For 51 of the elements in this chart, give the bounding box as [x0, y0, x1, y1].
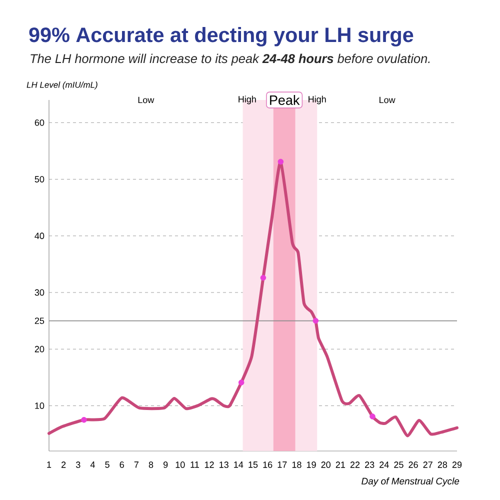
x-tick-label: 16 [263, 462, 272, 468]
x-tick-label: 27 [423, 462, 432, 468]
x-tick-label: 18 [292, 462, 302, 468]
y-tick-label: 10 [35, 402, 44, 409]
y-axis-title: LH Level (mIU/mL) [26, 82, 98, 90]
point [238, 380, 244, 386]
annotation: High [238, 96, 256, 104]
point [370, 414, 376, 420]
x-tick-label: 21 [336, 462, 345, 468]
x-tick-label: 8 [148, 462, 154, 468]
x-tick-label: 1 [47, 462, 52, 468]
chart-subtitle: The LH hormone will increase to its peak 24-48 hours before ovulation. [30, 54, 430, 66]
x-axis-title: Day of Menstrual Cycle [362, 478, 460, 486]
band-label: Peak [270, 95, 300, 105]
annotation: Low [138, 96, 154, 104]
x-tick-label: 10 [176, 462, 185, 468]
x-tick-label: 2 [62, 462, 66, 468]
x-tick-label: 23 [365, 462, 374, 468]
x-tick-label: 17 [278, 462, 287, 468]
annotation: High [308, 96, 326, 104]
x-tick-label: 15 [248, 462, 258, 468]
point [312, 318, 319, 324]
annotation: Low [380, 96, 396, 104]
y-tick-label: 25 [34, 318, 44, 324]
x-tick-label: 25 [394, 462, 404, 468]
x-tick-label: 20 [321, 462, 331, 468]
x-tick-label: 13 [220, 462, 228, 468]
x-tick-label: 5 [105, 462, 110, 468]
x-tick-label: 4 [90, 462, 95, 468]
x-tick-label: 19 [306, 462, 316, 468]
y-tick-label: 60 [34, 119, 44, 126]
y-tick-label: 50 [34, 176, 44, 182]
y-tick-label: 20 [34, 346, 44, 352]
x-tick-label: 29 [452, 462, 462, 468]
x-tick-label: 9 [163, 462, 168, 468]
x-tick-label: 7 [134, 462, 138, 468]
x-tick-label: 26 [408, 462, 418, 468]
chart-title: 99% Accurate at decting your LH surge [29, 27, 414, 46]
point [81, 416, 87, 423]
x-tick-label: 6 [120, 462, 124, 468]
x-tick-label: 14 [234, 462, 244, 468]
x-tick-label: 3 [76, 462, 80, 468]
y-tick-label: 30 [34, 289, 44, 296]
x-tick-label: 28 [438, 462, 448, 468]
point [278, 158, 284, 165]
y-tick-label: 40 [34, 232, 44, 240]
point [260, 274, 266, 281]
x-tick-label: 12 [204, 462, 214, 468]
x-tick-label: 24 [380, 462, 389, 468]
x-tick-label: 11 [190, 462, 199, 468]
x-tick-label: 22 [350, 462, 360, 468]
